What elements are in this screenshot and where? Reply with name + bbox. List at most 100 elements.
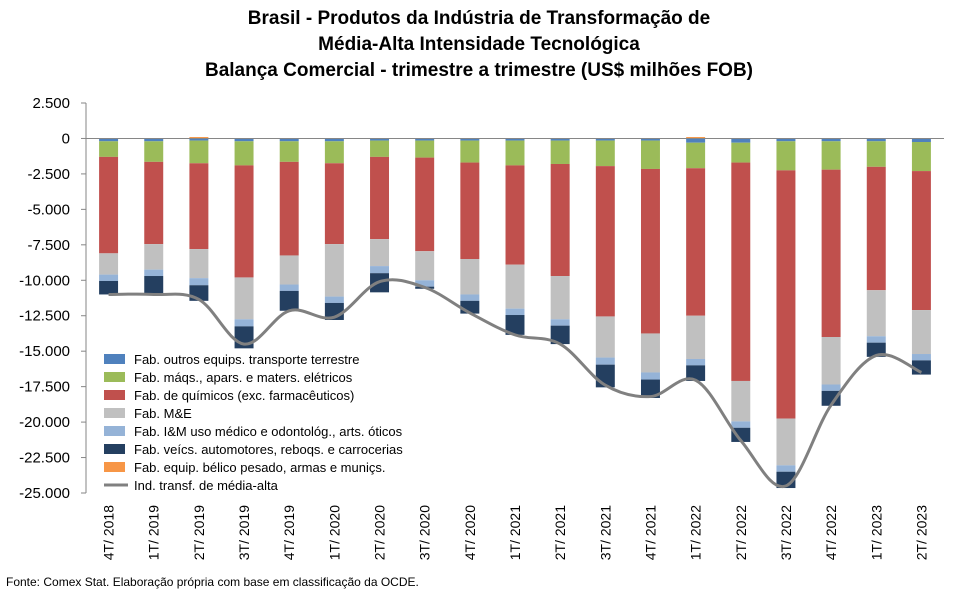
legend-label: Fab. M&E [134, 406, 192, 421]
legend-label: Fab. veícs. automotores, reboqs. e carro… [134, 442, 403, 457]
bar-segment [415, 140, 435, 158]
x-tick-label: 2T/ 2020 [372, 505, 388, 560]
legend-label: Fab. de químicos (exc. farmacêuticos) [134, 388, 354, 403]
bar-segment [776, 138, 796, 142]
bar-segment [731, 162, 751, 381]
bar-segment [686, 137, 706, 139]
bar-segment [731, 138, 751, 143]
bar-segment [776, 418, 796, 466]
bar-segment [189, 249, 209, 279]
x-tick-label: 4T/ 2022 [823, 505, 839, 560]
x-tick-label: 2T/ 2021 [552, 505, 568, 560]
x-tick-label: 1T/ 2020 [326, 505, 342, 560]
bar-segment [911, 171, 931, 311]
bar-segment [640, 333, 660, 373]
bar-segment [866, 166, 886, 291]
bar-segment [640, 379, 660, 398]
bar-segment [776, 465, 796, 472]
line-layer [108, 278, 923, 489]
bar-segment [144, 269, 164, 277]
chart-title-line-2: Média-Alta Intensidade Tecnológica [318, 34, 640, 55]
bar-segment [99, 156, 119, 254]
legend-label: Fab. máqs., apars. e maters. elétricos [134, 370, 353, 385]
bar-segment [821, 390, 841, 406]
bar-segment [189, 140, 209, 164]
y-tick-label: -5.000 [27, 201, 70, 218]
bar-segment [324, 244, 344, 297]
bar-segment [234, 141, 254, 166]
bar-segment [686, 138, 706, 143]
x-tick-label: 2T/ 2022 [733, 505, 749, 560]
bar-segment [595, 138, 615, 141]
bar-segment [821, 384, 841, 391]
bar-segment [776, 170, 796, 419]
bar-segment [866, 290, 886, 337]
bar-segment [911, 354, 931, 361]
bar-segment [460, 140, 480, 163]
bar-segment [640, 168, 660, 334]
legend-label: Fab. equip. bélico pesado, armas e muniç… [134, 460, 385, 475]
bar-segment [866, 336, 886, 343]
bar-segment [99, 141, 119, 157]
bar-segment [189, 137, 209, 139]
bar-segment [279, 284, 299, 291]
bar-segment [686, 365, 706, 381]
bar-segment [505, 140, 525, 166]
bar-segment [415, 138, 435, 141]
legend-label: Fab. I&M uso médico e odontológ., arts. … [134, 424, 403, 439]
bar-segment [911, 142, 931, 172]
bar-segment [324, 163, 344, 245]
bar-segment [460, 294, 480, 301]
bar-segment [731, 142, 751, 163]
bar-segment [279, 255, 299, 285]
bar-segment [189, 138, 209, 141]
bar-segment [324, 296, 344, 303]
bar-segment [686, 142, 706, 169]
bar-segment [866, 141, 886, 167]
bar-segment [731, 421, 751, 428]
y-tick-label: 0 [62, 130, 70, 147]
bar-segment [821, 141, 841, 170]
bar-segment [505, 138, 525, 141]
bar-segment [640, 140, 660, 169]
bar-segment [415, 280, 435, 287]
bar-segment [505, 264, 525, 309]
bar-segment [189, 278, 209, 286]
legend-label: Fab. outros equips. transporte terrestre [134, 352, 359, 367]
y-tick-label: -22.500 [19, 450, 70, 467]
bar-segment [505, 308, 525, 316]
bar-segment [415, 251, 435, 281]
bar-segment [821, 169, 841, 337]
bar-segment [505, 315, 525, 335]
y-tick-label: -12.500 [19, 308, 70, 325]
bar-segment [144, 138, 164, 142]
y-tick-label: -15.000 [19, 343, 70, 360]
bar-segment [99, 138, 119, 142]
x-tick-label: 4T/ 2021 [642, 505, 658, 560]
x-tick-label: 1T/ 2023 [868, 505, 884, 560]
bar-segment [234, 319, 254, 327]
bar-segment [640, 138, 660, 141]
bars-layer [86, 137, 944, 489]
bar-segment [821, 138, 841, 142]
bar-segment [144, 141, 164, 162]
legend-swatch [104, 354, 125, 364]
bar-segment [370, 138, 390, 141]
bar-segment [550, 319, 570, 326]
chart-title: Brasil - Produtos da Indústria de Transf… [0, 6, 958, 84]
x-tick-label: 4T/ 2020 [462, 505, 478, 560]
bar-segment [686, 315, 706, 359]
x-axis: 4T/ 2018 1T/ 2019 2T/ 2019 3T/ 2019 4T/ 2019… [101, 505, 930, 560]
bar-segment [776, 141, 796, 171]
y-tick-label: 2.500 [32, 95, 70, 112]
bar-segment [144, 244, 164, 270]
bar-segment [370, 156, 390, 240]
bar-segment [99, 274, 119, 281]
bar-segment [595, 316, 615, 358]
bar-segment [550, 325, 570, 345]
bar-segment [234, 277, 254, 320]
bar-segment [686, 358, 706, 366]
bar-segment [370, 239, 390, 267]
bar-segment [99, 253, 119, 275]
